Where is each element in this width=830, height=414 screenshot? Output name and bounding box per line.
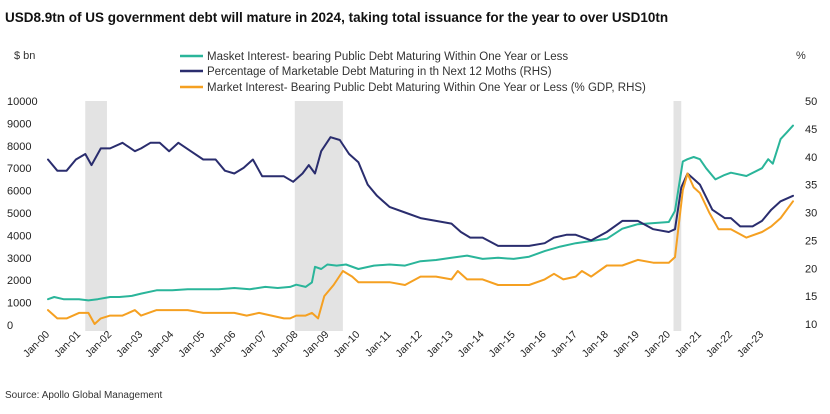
y-right-tick-label: 40 xyxy=(805,152,817,164)
recession-band xyxy=(85,101,107,331)
x-tick-label: Jan-14 xyxy=(456,329,487,360)
series-line-2 xyxy=(47,136,794,247)
x-tick-label: Jan-08 xyxy=(269,329,300,360)
y-right-tick-label: 30 xyxy=(805,208,817,220)
source-note: Source: Apollo Global Management xyxy=(5,390,163,401)
y-right-tick-label: 45 xyxy=(805,124,817,136)
x-tick-label: Jan-10 xyxy=(331,329,362,360)
y-left-tick-label: 2000 xyxy=(7,275,31,287)
y-left-tick-label: 5000 xyxy=(7,208,31,220)
x-tick-label: Jan-11 xyxy=(363,329,394,360)
series-lines xyxy=(47,124,794,325)
x-tick-label: Jan-09 xyxy=(300,329,331,360)
x-tick-label: Jan-13 xyxy=(424,329,455,360)
y-left-tick-label: 9000 xyxy=(7,118,31,130)
legend: Masket Interest- bearing Public Debt Mat… xyxy=(180,51,646,94)
left-axis-ticks: 0 1000 2000 3000 4000 5000 6000 7000 8000 9000 100… xyxy=(7,96,38,332)
x-tick-label: Jan-19 xyxy=(611,329,642,360)
x-tick-label: Jan-07 xyxy=(238,329,269,360)
x-tick-label: Jan-23 xyxy=(735,329,766,360)
legend-label: Masket Interest- bearing Public Debt Mat… xyxy=(207,51,568,63)
y-right-tick-label: 50 xyxy=(805,96,817,108)
legend-label: Market Interest- Bearing Public Debt Mat… xyxy=(207,82,646,94)
x-tick-label: Jan-02 xyxy=(83,329,114,360)
x-tick-label: Jan-15 xyxy=(487,329,518,360)
y-right-tick-label: 20 xyxy=(805,263,817,275)
x-tick-label: Jan-05 xyxy=(176,329,207,360)
series-line-3 xyxy=(47,172,794,325)
x-tick-label: Jan-12 xyxy=(393,329,424,360)
x-tick-label: Jan-21 xyxy=(673,329,704,360)
x-tick-label: Jan-16 xyxy=(518,329,549,360)
x-tick-label: Jan-22 xyxy=(704,329,735,360)
legend-label: Percentage of Marketable Debt Maturing i… xyxy=(207,66,552,78)
right-axis-ticks: 10 15 20 25 30 35 40 45 50 xyxy=(805,96,817,331)
x-tick-label: Jan-18 xyxy=(580,329,611,360)
x-tick-label: Jan-06 xyxy=(207,329,238,360)
x-tick-label: Jan-17 xyxy=(549,329,580,360)
y-left-tick-label: 6000 xyxy=(7,186,31,198)
recession-band xyxy=(294,101,343,331)
y-right-tick-label: 10 xyxy=(805,319,817,331)
y-right-tick-label: 15 xyxy=(805,291,817,303)
x-axis-ticks: Jan-00 Jan-01 Jan-02 Jan-03 Jan-04 Jan-05 Jan-… xyxy=(21,329,766,360)
y-right-tick-label: 25 xyxy=(805,235,817,247)
y-right-axis-label: % xyxy=(796,50,806,62)
x-tick-label: Jan-00 xyxy=(21,329,52,360)
y-left-tick-label: 1000 xyxy=(7,298,31,310)
y-left-tick-label: 7000 xyxy=(7,163,31,175)
y-left-tick-label: 0 xyxy=(7,320,13,332)
y-left-axis-label: $ bn xyxy=(14,50,35,62)
x-tick-label: Jan-20 xyxy=(642,329,673,360)
y-right-tick-label: 35 xyxy=(805,180,817,192)
chart-title: USD8.9tn of US government debt will matu… xyxy=(5,10,668,25)
recession-bands xyxy=(85,101,682,331)
y-left-tick-label: 3000 xyxy=(7,253,31,265)
y-left-tick-label: 10000 xyxy=(7,96,38,108)
series-line-1 xyxy=(47,124,794,302)
y-left-tick-label: 4000 xyxy=(7,230,31,242)
x-tick-label: Jan-03 xyxy=(114,329,145,360)
y-left-tick-label: 8000 xyxy=(7,141,31,153)
x-tick-label: Jan-04 xyxy=(145,329,176,360)
x-tick-label: Jan-01 xyxy=(52,329,83,360)
